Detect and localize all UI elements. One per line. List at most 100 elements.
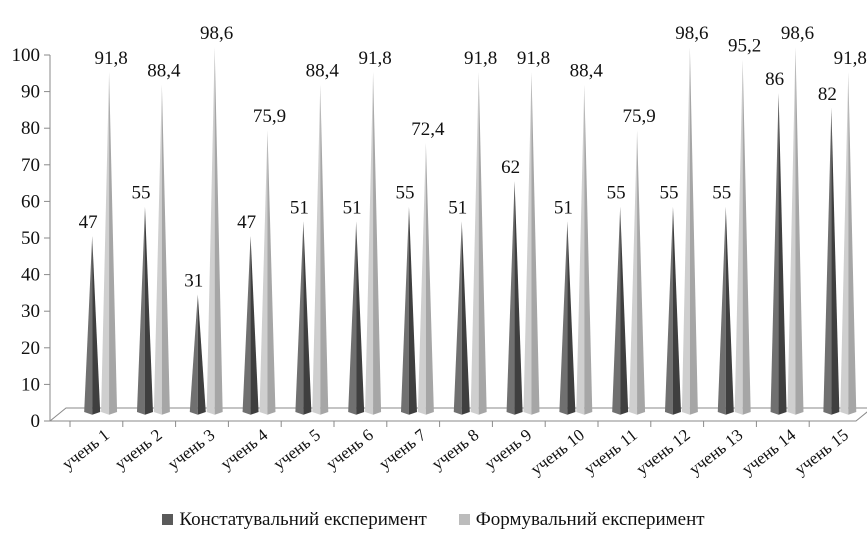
bar-cone-left-2 — [153, 84, 162, 415]
data-label-series-2: 91,8 — [834, 48, 867, 69]
bar-cone-right-2 — [214, 47, 223, 415]
bar-cone-right-1 — [672, 206, 681, 415]
y-tick-label: 30 — [21, 301, 40, 322]
bar-cone-left-1 — [559, 221, 568, 415]
bar-cone-left-2 — [259, 130, 268, 415]
bar-cone-left-1 — [664, 206, 673, 415]
y-tick-label: 0 — [31, 411, 41, 432]
data-label-series-1: 47 — [237, 212, 256, 233]
x-category-label: учень 15 — [791, 425, 852, 479]
legend-item-series-1: Констатувальний експеримент — [162, 509, 427, 531]
bar-cone-left-2 — [734, 59, 743, 415]
y-tick-label: 60 — [21, 191, 40, 212]
x-category-label: учень 2 — [111, 425, 165, 473]
data-label-series-2: 72,4 — [411, 119, 445, 140]
bar-cone-right-2 — [373, 72, 382, 415]
bar-cone-left-1 — [295, 221, 304, 415]
data-label-series-1: 82 — [818, 84, 837, 105]
bar-cone-left-1 — [136, 206, 145, 415]
x-category-label: учень 12 — [633, 425, 694, 479]
data-label-series-1: 31 — [184, 271, 203, 292]
bar-cone-left-2 — [840, 72, 849, 415]
bar-cone-right-1 — [250, 235, 259, 415]
bar-cone-right-1 — [144, 206, 153, 415]
bar-cone-right-1 — [725, 206, 734, 415]
data-label-series-1: 55 — [131, 183, 150, 204]
bar-cone-left-2 — [417, 143, 426, 415]
y-tick-label: 70 — [21, 155, 40, 176]
bar-cone-right-1 — [303, 221, 312, 415]
x-category-label: учень 7 — [375, 425, 430, 474]
bar-cone-right-1 — [408, 206, 417, 415]
data-label-series-1: 51 — [290, 197, 309, 218]
bar-cone-left-1 — [823, 107, 832, 415]
bar-cone-right-2 — [320, 84, 329, 415]
x-category-label: учень 5 — [270, 425, 324, 473]
bar-cone-right-2 — [637, 130, 646, 415]
legend-label-series-2: Формувальний експеримент — [475, 508, 705, 530]
data-label-series-2: 98,6 — [675, 23, 708, 44]
data-label-series-2: 91,8 — [94, 48, 127, 69]
bar-cone-right-2 — [478, 72, 487, 415]
legend-swatch-series-2 — [458, 514, 470, 525]
data-label-series-2: 75,9 — [253, 106, 286, 127]
bar-cone-left-2 — [576, 84, 585, 415]
bar-cone-left-1 — [453, 221, 462, 415]
bar-cone-left-2 — [101, 72, 110, 415]
x-category-label: учень 1 — [58, 425, 112, 473]
data-label-series-1: 51 — [448, 197, 467, 218]
legend: Констатувальний експеримент Формувальний… — [0, 506, 867, 533]
bar-cone-right-2 — [531, 72, 540, 415]
bar-cone-right-1 — [356, 221, 365, 415]
bar-cone-left-2 — [312, 84, 321, 415]
legend-item-series-2: Формувальний експеримент — [458, 508, 705, 531]
bar-cone-left-1 — [242, 235, 251, 415]
data-label-series-1: 62 — [501, 157, 520, 178]
y-tick-label: 100 — [12, 45, 41, 66]
bar-cone-right-2 — [425, 143, 434, 415]
bar-cone-left-2 — [681, 47, 690, 415]
bar-cone-right-1 — [831, 107, 840, 415]
x-category-label: учень 4 — [217, 425, 272, 474]
data-label-series-2: 98,6 — [200, 23, 233, 44]
bar-cone-right-1 — [778, 93, 787, 415]
data-label-series-1: 51 — [343, 197, 362, 218]
bar-cone-left-2 — [629, 130, 638, 415]
bar-cone-left-1 — [189, 294, 198, 415]
bar-cone-right-2 — [267, 130, 276, 415]
x-category-label: учень 6 — [322, 425, 376, 473]
y-tick-label: 50 — [21, 228, 40, 249]
bar-cone-left-1 — [348, 221, 357, 415]
data-label-series-2: 95,2 — [728, 36, 761, 57]
x-category-label: учень 14 — [738, 425, 799, 479]
bar-cone-left-1 — [717, 206, 726, 415]
x-category-label: учень 11 — [580, 425, 641, 478]
bar-cone-right-2 — [848, 72, 857, 415]
y-tick-label: 90 — [21, 82, 40, 103]
legend-swatch-series-1 — [162, 514, 174, 525]
bar-cone-left-2 — [206, 47, 215, 415]
data-label-series-2: 91,8 — [464, 48, 497, 69]
data-label-series-1: 55 — [659, 183, 678, 204]
bar-cone-right-1 — [567, 221, 576, 415]
data-label-series-2: 98,6 — [781, 23, 814, 44]
bar-cone-right-2 — [161, 84, 170, 415]
bar-cone-right-1 — [514, 181, 523, 415]
x-category-label: учень 13 — [685, 425, 746, 479]
data-label-series-2: 91,8 — [517, 48, 550, 69]
y-tick-label: 10 — [21, 374, 40, 395]
bar-cone-right-2 — [689, 47, 698, 415]
bar-cone-right-2 — [109, 72, 118, 415]
data-label-series-2: 75,9 — [622, 106, 655, 127]
bar-cone-left-1 — [612, 206, 621, 415]
bar-cone-right-2 — [742, 59, 751, 415]
bar-cone-right-1 — [197, 294, 206, 415]
data-label-series-1: 55 — [712, 183, 731, 204]
y-tick-label: 40 — [21, 265, 40, 286]
x-category-label: учень 10 — [527, 425, 588, 479]
bar-cone-left-2 — [787, 47, 796, 415]
x-category-label: учень 3 — [164, 425, 218, 473]
data-label-series-1: 86 — [765, 69, 784, 90]
